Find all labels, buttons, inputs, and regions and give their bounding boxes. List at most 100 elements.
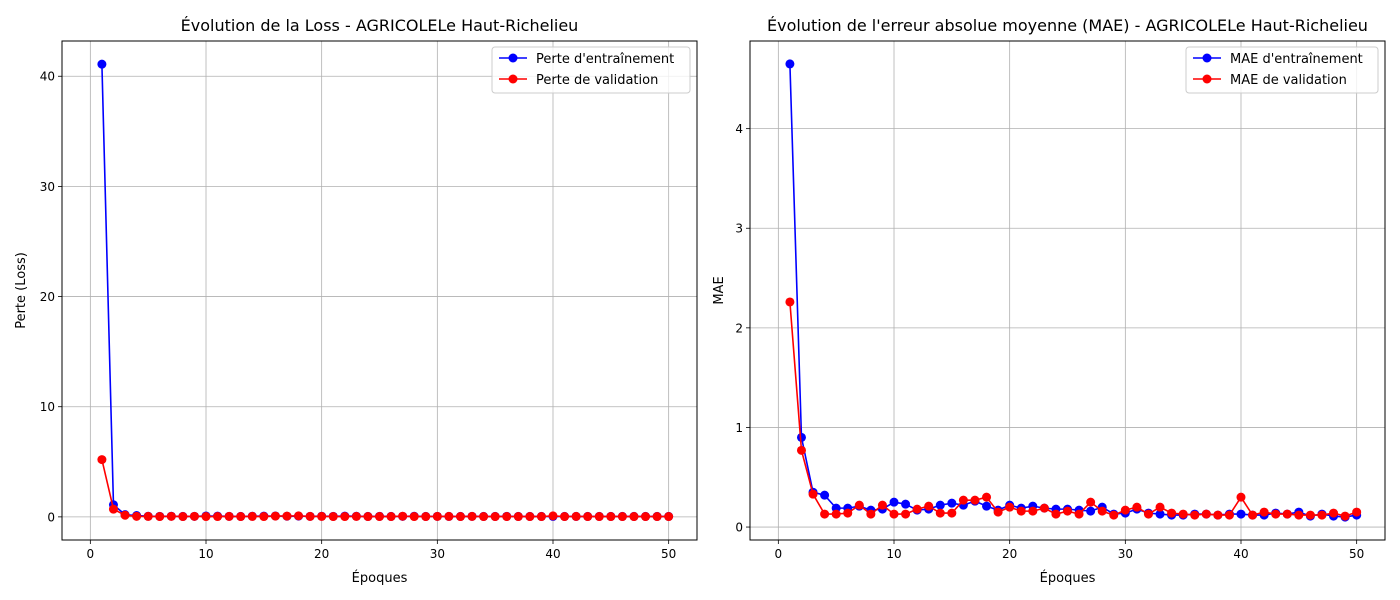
mae-val-point bbox=[866, 509, 876, 519]
loss-val-point bbox=[132, 511, 142, 521]
mae-val-point bbox=[1005, 502, 1015, 512]
loss-val-point bbox=[282, 511, 292, 521]
loss-val-point bbox=[421, 512, 431, 522]
mae-x-tick-label: 0 bbox=[775, 547, 783, 561]
loss-val-point bbox=[652, 512, 662, 522]
mae-train-point bbox=[935, 500, 945, 510]
loss-y-tick-label: 40 bbox=[40, 70, 55, 84]
loss-plot-frame bbox=[61, 40, 698, 541]
loss-legend-train-label: Perte d'entraînement bbox=[536, 52, 674, 67]
loss-val-point bbox=[536, 512, 546, 522]
mae-val-point bbox=[970, 495, 980, 505]
loss-val-point bbox=[525, 512, 535, 522]
loss-y-tick-label: 0 bbox=[47, 510, 55, 524]
loss-val-point bbox=[571, 511, 581, 521]
mae-val-point bbox=[1236, 492, 1246, 502]
loss-val-point bbox=[213, 512, 223, 522]
mae-x-tick-label: 40 bbox=[1233, 547, 1248, 561]
loss-legend-box bbox=[491, 46, 691, 94]
mae-val-point bbox=[982, 492, 992, 502]
mae-val-point bbox=[1271, 509, 1281, 519]
mae-val-point bbox=[1120, 505, 1130, 515]
loss-val-point bbox=[490, 512, 500, 522]
mae-y-tick-label: 0 bbox=[735, 521, 743, 535]
loss-val-point bbox=[120, 510, 130, 520]
loss-val-point bbox=[594, 512, 604, 522]
loss-val-point bbox=[502, 512, 512, 522]
mae-val-point bbox=[1028, 506, 1038, 516]
mae-val-point bbox=[1143, 509, 1153, 519]
mae-y-axis-label: MAE bbox=[712, 276, 727, 304]
mae-x-tick-label: 30 bbox=[1118, 547, 1133, 561]
mae-train-point bbox=[889, 497, 899, 507]
loss-val-point bbox=[201, 512, 211, 522]
mae-val-point bbox=[935, 508, 945, 518]
loss-y-tick-label: 20 bbox=[40, 290, 55, 304]
loss-val-point bbox=[108, 504, 118, 514]
loss-x-tick-label: 10 bbox=[198, 547, 213, 561]
mae-x-tick-label: 20 bbox=[1002, 547, 1017, 561]
mae-val-point bbox=[889, 509, 899, 519]
loss-val-point bbox=[606, 512, 616, 522]
mae-val-point bbox=[854, 500, 864, 510]
mae-x-tick-label: 50 bbox=[1349, 547, 1364, 561]
mae-val-point bbox=[1282, 509, 1292, 519]
loss-val-point bbox=[351, 511, 361, 521]
loss-val-point bbox=[664, 512, 674, 522]
mae-val-point bbox=[796, 445, 806, 455]
mae-legend-train-marker bbox=[1202, 53, 1212, 63]
loss-val-point bbox=[548, 511, 558, 521]
loss-y-tick-label: 30 bbox=[40, 180, 55, 194]
loss-val-point bbox=[166, 511, 176, 521]
loss-val-point bbox=[236, 512, 246, 522]
mae-val-point bbox=[1178, 509, 1188, 519]
loss-val-point bbox=[455, 512, 465, 522]
mae-legend-val-label: MAE de validation bbox=[1230, 73, 1347, 88]
loss-legend-val-marker bbox=[508, 74, 518, 84]
mae-train-point bbox=[785, 59, 795, 69]
mae-y-tick-label: 4 bbox=[735, 122, 743, 136]
mae-x-tick-label: 10 bbox=[886, 547, 901, 561]
mae-val-point bbox=[1248, 510, 1258, 520]
mae-val-point bbox=[912, 504, 922, 514]
mae-val-point bbox=[785, 297, 795, 307]
mae-val-point bbox=[1051, 509, 1061, 519]
mae-val-point bbox=[1155, 502, 1165, 512]
mae-val-point bbox=[1305, 510, 1315, 520]
mae-chart-title: Évolution de l'erreur absolue moyenne (M… bbox=[767, 16, 1368, 35]
mae-val-point bbox=[1317, 510, 1327, 520]
loss-val-point bbox=[294, 511, 304, 521]
mae-legend-box bbox=[1185, 46, 1379, 94]
mae-legend-val-marker bbox=[1202, 74, 1212, 84]
loss-val-point bbox=[270, 511, 280, 521]
loss-val-point bbox=[479, 512, 489, 522]
mae-x-axis-label: Époques bbox=[1040, 570, 1096, 586]
mae-val-point bbox=[1213, 510, 1223, 520]
loss-legend-val-label: Perte de validation bbox=[536, 73, 658, 88]
mae-val-point bbox=[947, 508, 957, 518]
mae-val-point bbox=[1352, 507, 1362, 517]
loss-chart: Évolution de la Loss - AGRICOLELe Haut-R… bbox=[14, 16, 698, 586]
mae-val-point bbox=[877, 500, 887, 510]
mae-train-point bbox=[820, 490, 830, 500]
mae-val-point bbox=[901, 509, 911, 519]
loss-val-point bbox=[305, 511, 315, 521]
loss-val-point bbox=[259, 512, 269, 522]
loss-legend: Perte d'entraînement Perte de validation bbox=[491, 46, 691, 94]
loss-val-point bbox=[143, 511, 153, 521]
mae-val-point bbox=[1340, 511, 1350, 521]
loss-val-point bbox=[155, 512, 165, 522]
mae-val-point bbox=[820, 509, 830, 519]
mae-val-point bbox=[924, 501, 934, 511]
loss-val-point bbox=[467, 511, 477, 521]
mae-val-point bbox=[1109, 510, 1119, 520]
mae-legend: MAE d'entraînement MAE de validation bbox=[1185, 46, 1379, 94]
loss-x-tick-label: 30 bbox=[430, 547, 445, 561]
mae-val-point bbox=[1294, 510, 1304, 520]
loss-x-tick-label: 0 bbox=[87, 547, 95, 561]
mae-val-point bbox=[958, 495, 968, 505]
loss-x-tick-label: 20 bbox=[314, 547, 329, 561]
loss-val-point bbox=[583, 512, 593, 522]
mae-val-point bbox=[1086, 497, 1096, 507]
